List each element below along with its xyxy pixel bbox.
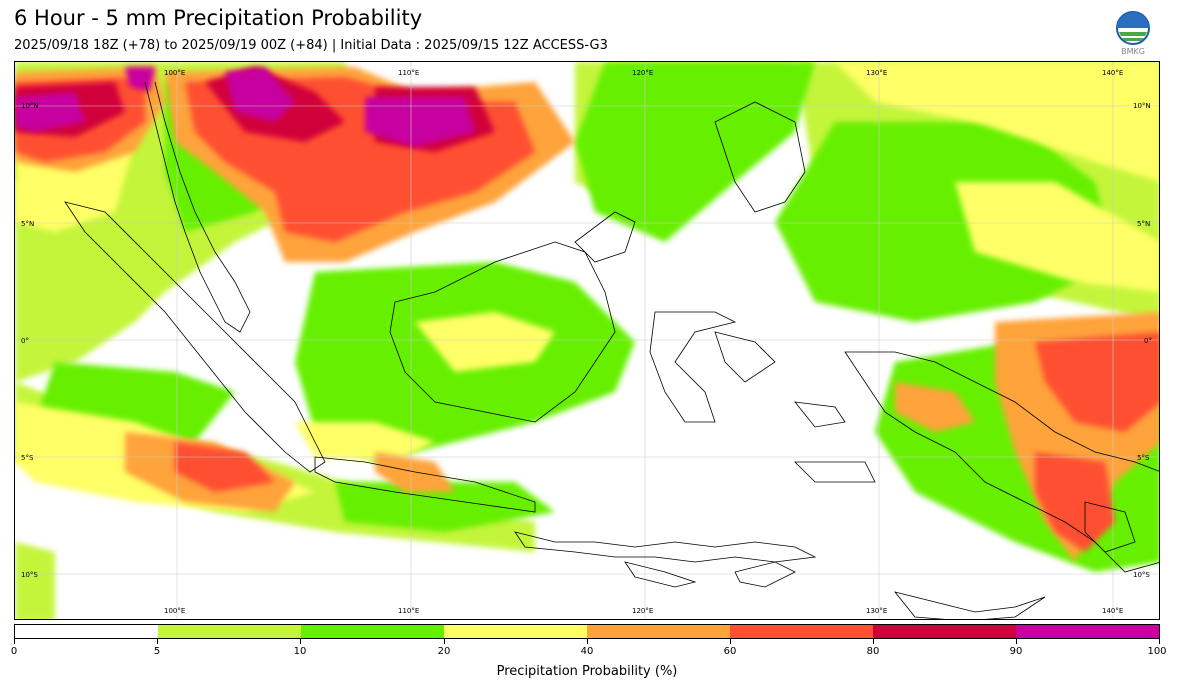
colorbar-label: 0 <box>10 646 18 657</box>
map-axis-labels: 100°E 110°E 120°E 130°E 140°E 100°E 110°… <box>21 69 1152 615</box>
colorbar-label: 10 <box>293 646 307 657</box>
colorbar-label: 5 <box>153 646 161 657</box>
lon-label-bottom: 120°E <box>632 607 653 615</box>
colorbar-title: Precipitation Probability (%) <box>496 664 678 679</box>
colorbar-tick <box>300 639 301 644</box>
colorbar-label: 20 <box>437 646 451 657</box>
colorbar-tick <box>14 639 15 644</box>
lon-label-top: 130°E <box>866 69 887 77</box>
lon-label-bottom: 140°E <box>1102 607 1123 615</box>
logo-text: BMKG <box>1121 47 1145 56</box>
lon-label-bottom: 100°E <box>164 607 185 615</box>
lon-label-top: 140°E <box>1102 69 1123 77</box>
colorbar-tick <box>587 639 588 644</box>
lat-label-right: 5°N <box>1137 220 1150 228</box>
colorbar-label: 90 <box>1009 646 1023 657</box>
lat-label-left: 10°S <box>21 571 38 579</box>
colorbar-label: 40 <box>580 646 594 657</box>
colorbar-segment <box>158 625 301 638</box>
lon-label-top: 110°E <box>398 69 419 77</box>
lat-label-right: 0° <box>1144 337 1152 345</box>
lat-label-right: 10°S <box>1133 571 1150 579</box>
colorbar-tick <box>730 639 731 644</box>
chart-title: 6 Hour - 5 mm Precipitation Probability <box>14 6 423 30</box>
precipitation-map: 100°E 110°E 120°E 130°E 140°E 100°E 110°… <box>14 61 1160 620</box>
lat-label-left: 5°S <box>21 454 34 462</box>
lat-label-left: 10°N <box>21 102 39 110</box>
lon-label-top: 100°E <box>164 69 185 77</box>
bmkg-logo-icon: BMKG <box>1112 10 1154 56</box>
colorbar <box>14 624 1160 639</box>
colorbar-segment <box>444 625 587 638</box>
lon-label-bottom: 110°E <box>398 607 419 615</box>
colorbar-tick <box>1159 639 1160 644</box>
lat-label-right: 10°N <box>1133 102 1151 110</box>
lat-label-right: 5°S <box>1137 454 1150 462</box>
colorbar-segment <box>301 625 444 638</box>
colorbar-segment <box>587 625 730 638</box>
colorbar-segment <box>730 625 873 638</box>
colorbar-tick <box>157 639 158 644</box>
map-canvas: 100°E 110°E 120°E 130°E 140°E 100°E 110°… <box>15 62 1159 619</box>
lon-label-bottom: 130°E <box>866 607 887 615</box>
colorbar-segment <box>15 625 158 638</box>
colorbar-segment <box>873 625 1016 638</box>
colorbar-tick <box>873 639 874 644</box>
colorbar-label: 60 <box>723 646 737 657</box>
coastlines <box>64 81 1159 619</box>
colorbar-tick <box>1016 639 1017 644</box>
lat-label-left: 5°N <box>21 220 34 228</box>
lon-label-top: 120°E <box>632 69 653 77</box>
chart-subtitle: 2025/09/18 18Z (+78) to 2025/09/19 00Z (… <box>14 38 608 53</box>
colorbar-label: 80 <box>866 646 880 657</box>
colorbar-label: 100 <box>1147 646 1167 657</box>
colorbar-tick <box>444 639 445 644</box>
colorbar-segment <box>1016 625 1159 638</box>
lat-label-left: 0° <box>21 337 29 345</box>
map-gridlines <box>15 62 1159 619</box>
precip-field-90 <box>15 67 475 147</box>
